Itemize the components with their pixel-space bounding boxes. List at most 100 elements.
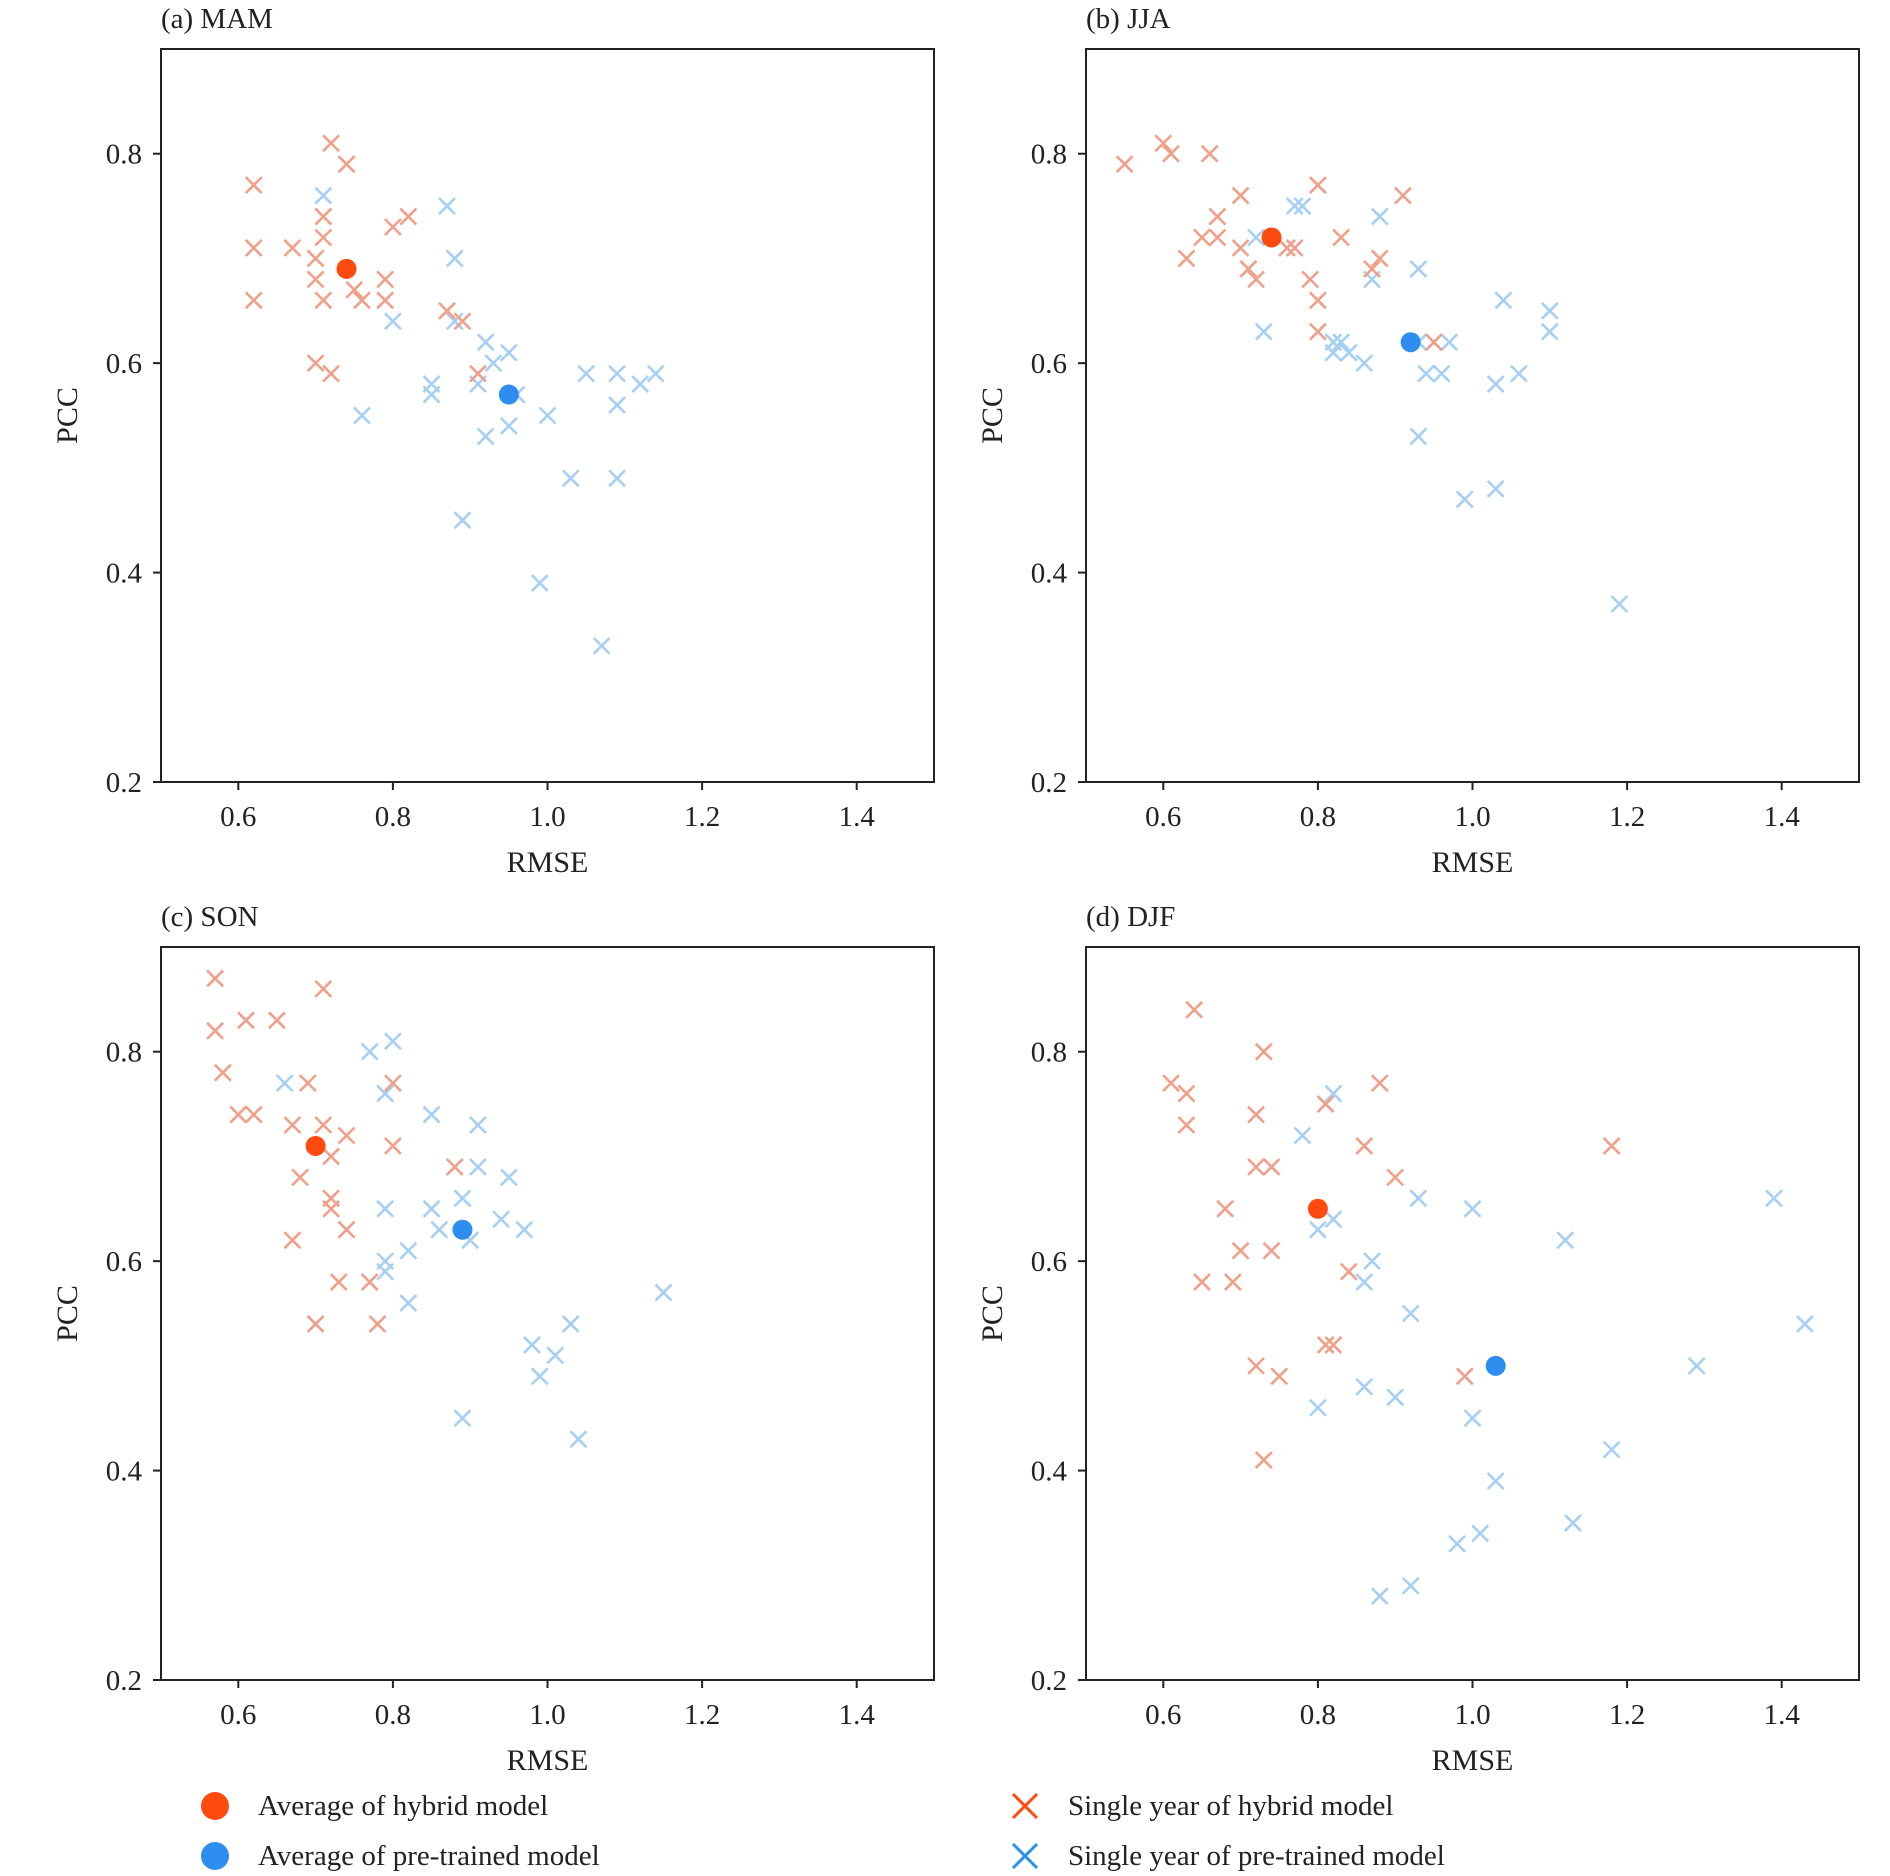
pretrained-year-point [476,333,495,352]
x-tick-label: 0.8 [375,801,411,833]
pretrained-year-point [383,1032,402,1051]
pretrained-year-point [353,406,371,425]
x-axis-label: RMSE [1432,846,1514,879]
hybrid-year-point [453,312,472,331]
pretrained-year-point [515,1220,534,1239]
average-hybrid-point [1261,227,1282,248]
pretrained-year-point [422,1105,441,1124]
hybrid-year-point [306,1315,325,1333]
hybrid-year-point [1262,1157,1281,1176]
pretrained-year-point [1486,375,1505,394]
hybrid-year-point [438,301,456,320]
pretrained-year-point [1471,1524,1490,1543]
pretrained-year-point [546,1346,565,1365]
x-tick-label: 0.8 [375,1699,411,1731]
pretrained-year-point [561,1315,580,1333]
pretrained-year-point [1254,322,1273,341]
y-tick-label: 0.2 [1031,1665,1067,1697]
hybrid-year-point [1301,270,1320,289]
hybrid-year-point [1370,1074,1389,1093]
pretrained-year-point [577,364,596,383]
pretrained-year-point [608,396,626,414]
chart-panel-1: (a) MAM 0.6 0.8 1.0 1.2 1.4 0.2 0.4 0.6 0.8 RMSE PC… [51,3,935,879]
hybrid-year-point [1185,1000,1204,1019]
legend-label-single-pretrained: Single year of pre-trained model [1068,1839,1445,1872]
pretrained-year-point [1486,1472,1505,1490]
chart-panel-4: (d) DJF 0.6 0.8 1.0 1.2 1.4 0.2 0.4 0.6 0.8 RMSE PC… [976,901,1860,1777]
hybrid-year-point [1247,1157,1265,1176]
pretrained-year-point [1509,364,1528,383]
hybrid-year-point [1339,1262,1358,1281]
pretrained-year-point [499,343,518,362]
hybrid-year-point [1332,228,1351,247]
pretrained-year-point [1564,1514,1582,1532]
average-pretrained-point [452,1219,473,1240]
hybrid-year-point [1162,144,1180,163]
x-tick-label: 1.0 [1454,1699,1490,1731]
hybrid-year-point [1308,322,1327,341]
pretrained-year-point [608,469,626,488]
hybrid-year-point [337,155,356,174]
pretrained-year-point [592,636,611,655]
pretrained-year-point [445,312,464,331]
hybrid-year-point [322,134,340,153]
hybrid-year-point [360,1273,379,1292]
x-tick-label: 1.4 [839,1699,876,1731]
plot-frame [1085,48,1860,783]
x-tick-label: 1.2 [1609,801,1645,833]
y-tick-label: 0.6 [106,348,142,380]
hybrid-year-point [1247,1105,1265,1124]
hybrid-year-point [298,1074,317,1093]
hybrid-year-point [337,1126,356,1145]
hybrid-year-point [1193,228,1211,247]
filled-circle-icon [201,1792,229,1820]
y-tick-label: 0.4 [106,558,143,590]
pretrained-year-point [1494,291,1513,310]
pretrained-year-point [1687,1356,1706,1375]
pretrained-year-point [1370,207,1389,226]
x-tick-label: 1.2 [684,801,720,833]
hybrid-year-point [1455,1367,1474,1386]
hybrid-year-point [1162,1074,1180,1093]
average-pretrained-point [1400,332,1421,353]
hybrid-year-point [399,207,418,226]
pretrained-year-point [1355,354,1374,373]
y-tick-label: 0.8 [1031,1037,1067,1069]
x-tick-label: 1.0 [529,801,565,833]
pretrained-year-point [453,511,472,530]
x-tick-label: 0.6 [220,801,256,833]
x-axis-label: RMSE [507,846,589,879]
hybrid-year-point [1115,155,1134,174]
pretrained-year-point [1463,1409,1482,1428]
panel-title: (c) SON [161,901,259,933]
pretrained-year-point [530,1367,549,1386]
pretrained-year-point [1486,479,1505,498]
y-tick-label: 0.8 [1031,139,1067,171]
hybrid-year-point [1200,144,1219,163]
pretrained-year-point [1556,1231,1575,1250]
pretrained-year-point [453,1409,472,1428]
hybrid-year-point [314,207,333,226]
y-tick-label: 0.6 [1031,1246,1067,1278]
hybrid-year-point [1216,1199,1235,1218]
panel-title: (b) JJA [1086,3,1171,35]
y-tick-label: 0.4 [106,1456,143,1488]
pretrained-year-point [399,1294,418,1312]
x-tick-label: 1.0 [529,1699,565,1731]
pretrained-year-point [422,385,441,404]
hybrid-year-point [1370,249,1389,268]
pretrained-year-point [1795,1315,1814,1333]
x-tick-label: 1.0 [1454,801,1490,833]
hybrid-year-point [1316,1095,1335,1113]
hybrid-year-point [1247,270,1265,289]
pretrained-year-point [1308,1220,1327,1239]
hybrid-year-point [383,218,402,236]
legend-item-single-pretrained: Single year of pre-trained model [1005,1836,1445,1876]
hybrid-year-point [1193,1273,1211,1292]
pretrained-year-point [569,1430,588,1449]
pretrained-year-point [530,574,549,592]
pretrained-year-point [422,1199,441,1218]
pretrained-year-point [1339,343,1358,362]
y-tick-label: 0.2 [1031,767,1067,799]
pretrained-year-point [1401,1576,1420,1595]
